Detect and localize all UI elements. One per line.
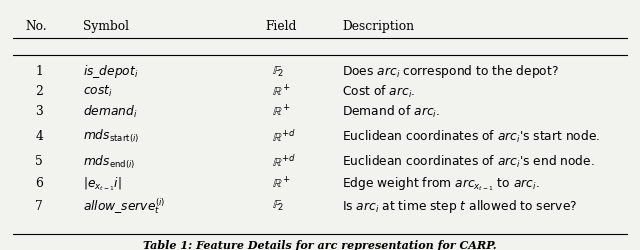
- Text: $\mathbb{R}^+$: $\mathbb{R}^+$: [272, 176, 291, 191]
- Text: $\mathit{demand}_i$: $\mathit{demand}_i$: [83, 103, 138, 119]
- Text: Euclidean coordinates of $\mathit{arc}_i$'s start node.: Euclidean coordinates of $\mathit{arc}_i…: [342, 128, 600, 144]
- Text: Field: Field: [266, 20, 297, 33]
- Text: Edge weight from $\mathit{arc}_{x_{t-1}}$ to $\mathit{arc}_i$.: Edge weight from $\mathit{arc}_{x_{t-1}}…: [342, 174, 540, 192]
- Text: Is $\mathit{arc}_i$ at time step $t$ allowed to serve?: Is $\mathit{arc}_i$ at time step $t$ all…: [342, 197, 578, 214]
- Text: $\mathbb{R}^+$: $\mathbb{R}^+$: [272, 104, 291, 119]
- Text: 1: 1: [35, 65, 43, 78]
- Text: 7: 7: [35, 199, 43, 212]
- Text: $\mathbb{R}^{+d}$: $\mathbb{R}^{+d}$: [272, 153, 296, 169]
- Text: Does $\mathit{arc}_i$ correspond to the depot?: Does $\mathit{arc}_i$ correspond to the …: [342, 63, 559, 80]
- Text: Description: Description: [342, 20, 415, 33]
- Text: $\mathit{allow\_serve}_t^{(i)}$: $\mathit{allow\_serve}_t^{(i)}$: [83, 196, 166, 215]
- Text: 3: 3: [35, 105, 43, 118]
- Text: 4: 4: [35, 130, 43, 143]
- Text: Cost of $\mathit{arc}_i$.: Cost of $\mathit{arc}_i$.: [342, 83, 416, 99]
- Text: 2: 2: [35, 85, 43, 98]
- Text: Euclidean coordinates of $\mathit{arc}_i$'s end node.: Euclidean coordinates of $\mathit{arc}_i…: [342, 153, 595, 169]
- Text: 5: 5: [35, 155, 43, 168]
- Text: $|e_{x_{t-1}}i|$: $|e_{x_{t-1}}i|$: [83, 174, 122, 192]
- Text: $\mathbb{R}^{+d}$: $\mathbb{R}^{+d}$: [272, 128, 296, 144]
- Text: No.: No.: [26, 20, 47, 33]
- Text: $\mathit{mds}_{\mathrm{end}(i)}$: $\mathit{mds}_{\mathrm{end}(i)}$: [83, 152, 136, 170]
- Text: $\mathbb{R}^+$: $\mathbb{R}^+$: [272, 84, 291, 99]
- Text: $\mathit{mds}_{\mathrm{start}(i)}$: $\mathit{mds}_{\mathrm{start}(i)}$: [83, 128, 140, 145]
- Text: Table 1: Feature Details for arc representation for CARP.: Table 1: Feature Details for arc represe…: [143, 239, 497, 250]
- Text: Symbol: Symbol: [83, 20, 129, 33]
- Text: $\mathbb{F}_2$: $\mathbb{F}_2$: [272, 198, 284, 212]
- Text: $\mathbb{F}_2$: $\mathbb{F}_2$: [272, 64, 284, 78]
- Text: 6: 6: [35, 177, 43, 190]
- Text: Demand of $\mathit{arc}_i$.: Demand of $\mathit{arc}_i$.: [342, 103, 440, 119]
- Text: $\mathit{is\_depot}_i$: $\mathit{is\_depot}_i$: [83, 63, 139, 80]
- Text: $\mathit{cost}_i$: $\mathit{cost}_i$: [83, 84, 113, 99]
